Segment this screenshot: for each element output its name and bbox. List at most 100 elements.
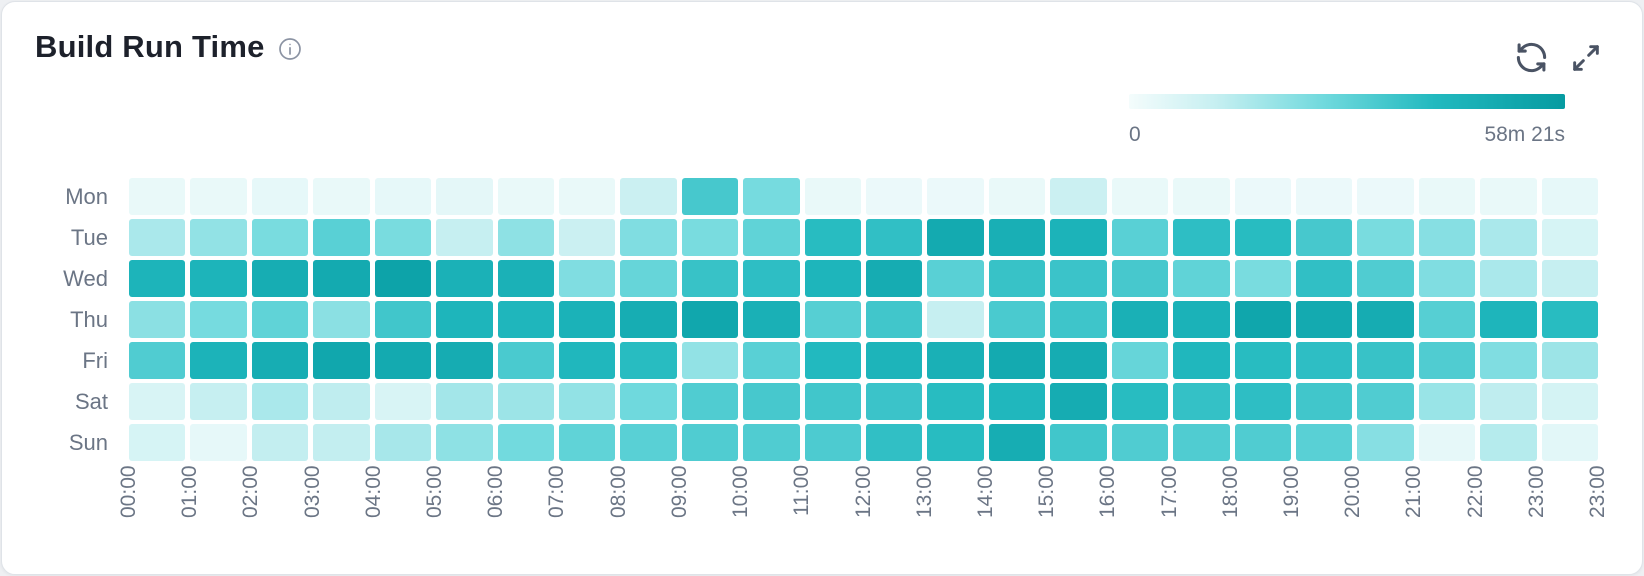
heatmap-cell[interactable] (1234, 342, 1291, 379)
heatmap-cell[interactable] (129, 301, 186, 338)
heatmap-cell[interactable] (1541, 424, 1598, 461)
heatmap-cell[interactable] (1480, 178, 1537, 215)
heatmap-cell[interactable] (1480, 219, 1537, 256)
heatmap-cell[interactable] (497, 424, 554, 461)
heatmap-cell[interactable] (1173, 342, 1230, 379)
heatmap-cell[interactable] (988, 260, 1046, 297)
heatmap-cell[interactable] (988, 219, 1046, 256)
heatmap-cell[interactable] (1418, 301, 1476, 338)
heatmap-cell[interactable] (620, 178, 677, 215)
heatmap-cell[interactable] (558, 260, 616, 297)
heatmap-cell[interactable] (988, 178, 1046, 215)
heatmap-cell[interactable] (1050, 342, 1107, 379)
heatmap-cell[interactable] (129, 178, 186, 215)
heatmap-cell[interactable] (1541, 301, 1598, 338)
heatmap-cell[interactable] (1234, 301, 1291, 338)
heatmap-cell[interactable] (190, 178, 247, 215)
heatmap-cell[interactable] (1173, 424, 1230, 461)
heatmap-cell[interactable] (129, 342, 186, 379)
heatmap-cell[interactable] (1050, 383, 1107, 420)
heatmap-cell[interactable] (743, 178, 800, 215)
heatmap-cell[interactable] (804, 301, 861, 338)
heatmap-cell[interactable] (1295, 219, 1353, 256)
heatmap-cell[interactable] (190, 383, 247, 420)
expand-button[interactable] (1570, 42, 1602, 74)
heatmap-cell[interactable] (1541, 178, 1598, 215)
heatmap-cell[interactable] (190, 424, 247, 461)
heatmap-cell[interactable] (1357, 178, 1414, 215)
heatmap-cell[interactable] (1295, 342, 1353, 379)
heatmap-cell[interactable] (436, 260, 493, 297)
heatmap-cell[interactable] (1173, 260, 1230, 297)
heatmap-cell[interactable] (1295, 383, 1353, 420)
heatmap-cell[interactable] (620, 342, 677, 379)
heatmap-cell[interactable] (497, 260, 554, 297)
heatmap-cell[interactable] (927, 383, 984, 420)
heatmap-cell[interactable] (1050, 260, 1107, 297)
heatmap-cell[interactable] (190, 301, 247, 338)
heatmap-cell[interactable] (1111, 219, 1169, 256)
heatmap-cell[interactable] (1418, 383, 1476, 420)
heatmap-cell[interactable] (558, 424, 616, 461)
heatmap-cell[interactable] (1357, 383, 1414, 420)
heatmap-cell[interactable] (1418, 342, 1476, 379)
heatmap-cell[interactable] (1541, 219, 1598, 256)
heatmap-cell[interactable] (251, 383, 309, 420)
heatmap-cell[interactable] (251, 219, 309, 256)
heatmap-cell[interactable] (1234, 260, 1291, 297)
heatmap-cell[interactable] (743, 260, 800, 297)
heatmap-cell[interactable] (681, 260, 739, 297)
heatmap-cell[interactable] (1234, 219, 1291, 256)
heatmap-cell[interactable] (374, 178, 432, 215)
heatmap-cell[interactable] (1050, 219, 1107, 256)
heatmap-cell[interactable] (374, 219, 432, 256)
heatmap-cell[interactable] (1111, 260, 1169, 297)
heatmap-cell[interactable] (743, 342, 800, 379)
heatmap-cell[interactable] (620, 260, 677, 297)
heatmap-cell[interactable] (1480, 424, 1537, 461)
heatmap-cell[interactable] (1295, 301, 1353, 338)
heatmap-cell[interactable] (927, 260, 984, 297)
heatmap-cell[interactable] (620, 383, 677, 420)
heatmap-cell[interactable] (374, 301, 432, 338)
heatmap-cell[interactable] (558, 342, 616, 379)
heatmap-cell[interactable] (866, 178, 923, 215)
heatmap-cell[interactable] (1541, 383, 1598, 420)
heatmap-cell[interactable] (743, 301, 800, 338)
heatmap-cell[interactable] (497, 301, 554, 338)
heatmap-cell[interactable] (1295, 424, 1353, 461)
heatmap-cell[interactable] (1295, 178, 1353, 215)
heatmap-cell[interactable] (1173, 219, 1230, 256)
heatmap-cell[interactable] (866, 342, 923, 379)
heatmap-cell[interactable] (374, 260, 432, 297)
heatmap-cell[interactable] (1541, 260, 1598, 297)
heatmap-cell[interactable] (681, 178, 739, 215)
refresh-button[interactable] (1514, 40, 1549, 75)
heatmap-cell[interactable] (129, 260, 186, 297)
heatmap-cell[interactable] (620, 301, 677, 338)
heatmap-cell[interactable] (1480, 260, 1537, 297)
heatmap-cell[interactable] (1050, 178, 1107, 215)
heatmap-cell[interactable] (190, 260, 247, 297)
heatmap-cell[interactable] (436, 219, 493, 256)
heatmap-cell[interactable] (866, 260, 923, 297)
heatmap-cell[interactable] (1234, 383, 1291, 420)
heatmap-cell[interactable] (374, 424, 432, 461)
heatmap-cell[interactable] (497, 178, 554, 215)
heatmap-cell[interactable] (251, 178, 309, 215)
heatmap-cell[interactable] (251, 424, 309, 461)
heatmap-cell[interactable] (129, 424, 186, 461)
heatmap-cell[interactable] (1418, 178, 1476, 215)
heatmap-cell[interactable] (558, 219, 616, 256)
heatmap-cell[interactable] (436, 424, 493, 461)
heatmap-cell[interactable] (804, 219, 861, 256)
heatmap-cell[interactable] (866, 219, 923, 256)
heatmap-cell[interactable] (129, 383, 186, 420)
heatmap-cell[interactable] (374, 342, 432, 379)
heatmap-cell[interactable] (681, 301, 739, 338)
heatmap-cell[interactable] (681, 219, 739, 256)
heatmap-cell[interactable] (927, 219, 984, 256)
heatmap-cell[interactable] (558, 301, 616, 338)
heatmap-cell[interactable] (1418, 424, 1476, 461)
heatmap-cell[interactable] (313, 219, 370, 256)
